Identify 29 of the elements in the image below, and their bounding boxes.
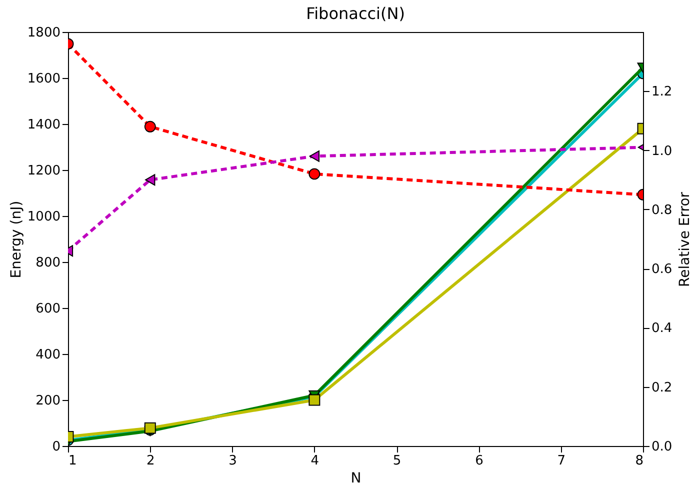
y-tick-label: 1200 [27,164,60,178]
x-tick-label: 7 [557,454,566,468]
x-tick-label: 5 [392,454,402,468]
chart-title: Fibonacci(N) [306,4,405,23]
y-tick-label: 1400 [27,118,60,132]
y2-tick-label: 0.4 [652,321,672,336]
x-tick-label: 1 [68,454,77,468]
y-tick-label: 800 [36,256,60,270]
y-tick-label: 400 [36,348,60,362]
y2-tick-label: 0.6 [652,262,672,278]
x-tick-label: 3 [228,454,237,468]
y-tick-label: 1600 [27,72,60,86]
x-tick-label: 8 [635,454,644,468]
y2-tick-label: 0.0 [652,440,672,454]
y-tick-label: 1000 [27,210,60,224]
y2-tick-label: 0.2 [652,380,672,396]
x-tick-label: 2 [146,454,155,468]
y2-tick-label: 1.2 [652,84,672,100]
x-tick-label: 6 [475,454,484,468]
y2-axis-title: Relative Error [677,192,694,288]
y-axis-title: Energy (nJ) [8,200,24,278]
y-tick-label: 1800 [27,26,60,40]
y2-tick-label: 1.0 [652,144,672,159]
x-axis-title: N [350,470,362,486]
x-tick-label: 4 [310,454,320,468]
y-tick-label: 0 [52,440,60,454]
y-tick-label: 600 [36,302,60,316]
y2-tick-label: 0.8 [652,202,672,218]
y-tick-label: 200 [36,394,60,408]
